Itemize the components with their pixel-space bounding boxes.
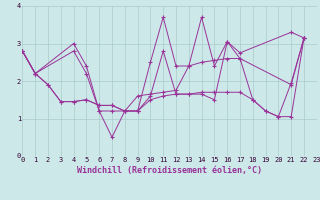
X-axis label: Windchill (Refroidissement éolien,°C): Windchill (Refroidissement éolien,°C) bbox=[77, 166, 262, 175]
